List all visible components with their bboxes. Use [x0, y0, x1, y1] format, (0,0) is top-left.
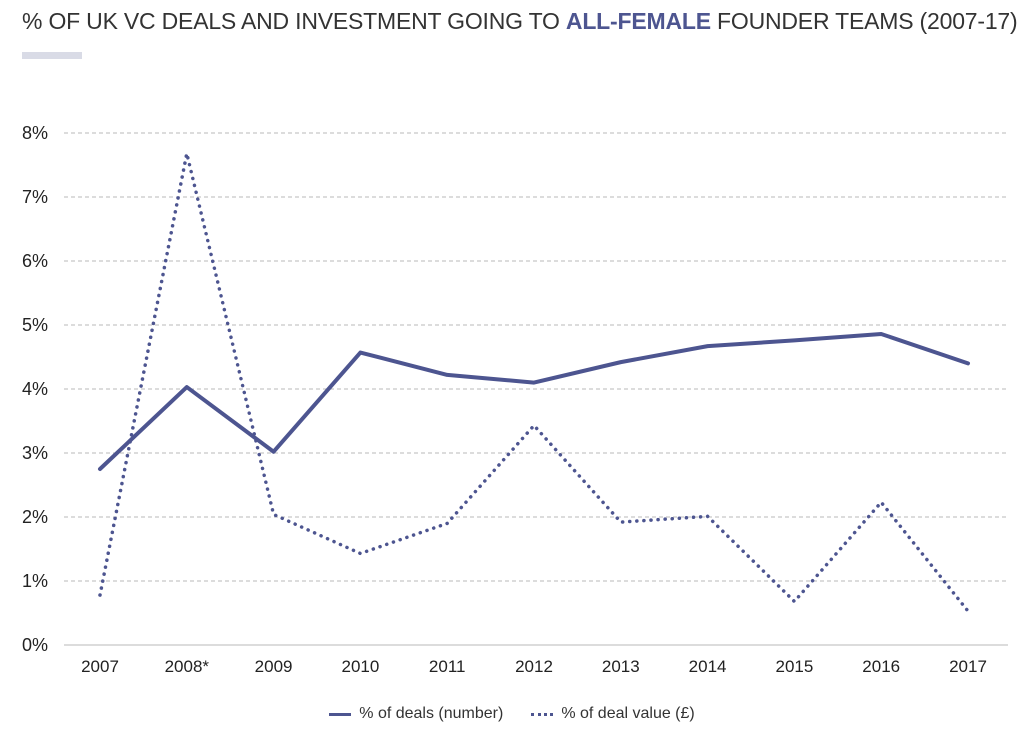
- x-tick-label: 2017: [949, 657, 987, 676]
- y-tick-label: 5%: [22, 315, 48, 335]
- x-tick-label: 2010: [341, 657, 379, 676]
- title-suffix: FOUNDER TEAMS (2007-17): [710, 8, 1018, 34]
- series-line-deals: [98, 331, 970, 471]
- x-tick-label: 2014: [689, 657, 727, 676]
- y-tick-label: 1%: [22, 571, 48, 591]
- x-tick-label: 2008*: [165, 657, 210, 676]
- legend-swatch-solid: [329, 712, 352, 716]
- legend-item-value: % of deal value (£): [531, 705, 695, 723]
- legend-label-deals: % of deals (number): [359, 705, 504, 722]
- x-tick-label: 2007: [81, 657, 119, 676]
- x-tick-label: 2015: [775, 657, 813, 676]
- y-tick-label: 7%: [22, 187, 48, 207]
- x-tick-label: 2011: [429, 657, 466, 676]
- legend-label-value: % of deal value (£): [561, 705, 695, 722]
- x-tick-label: 2016: [862, 657, 900, 676]
- y-tick-label: 3%: [22, 443, 48, 463]
- chart-legend: % of deals (number) % of deal value (£): [0, 705, 1024, 723]
- y-tick-label: 4%: [22, 379, 48, 399]
- y-tick-label: 8%: [22, 123, 48, 143]
- y-tick-label: 0%: [22, 635, 48, 655]
- legend-swatch-dotted: [531, 712, 554, 716]
- x-tick-label: 2009: [255, 657, 293, 676]
- x-tick-label: 2013: [602, 657, 640, 676]
- chart-title: % OF UK VC DEALS AND INVESTMENT GOING TO…: [22, 8, 1018, 35]
- legend-item-deals: % of deals (number): [329, 705, 503, 723]
- title-highlight: ALL-FEMALE: [565, 8, 711, 34]
- y-tick-label: 2%: [22, 507, 48, 527]
- title-underline: [22, 52, 82, 59]
- title-prefix: % OF UK VC DEALS AND INVESTMENT GOING TO: [22, 8, 566, 34]
- series-line-value: [98, 151, 970, 613]
- x-tick-label: 2012: [515, 657, 553, 676]
- y-tick-label: 6%: [22, 251, 48, 271]
